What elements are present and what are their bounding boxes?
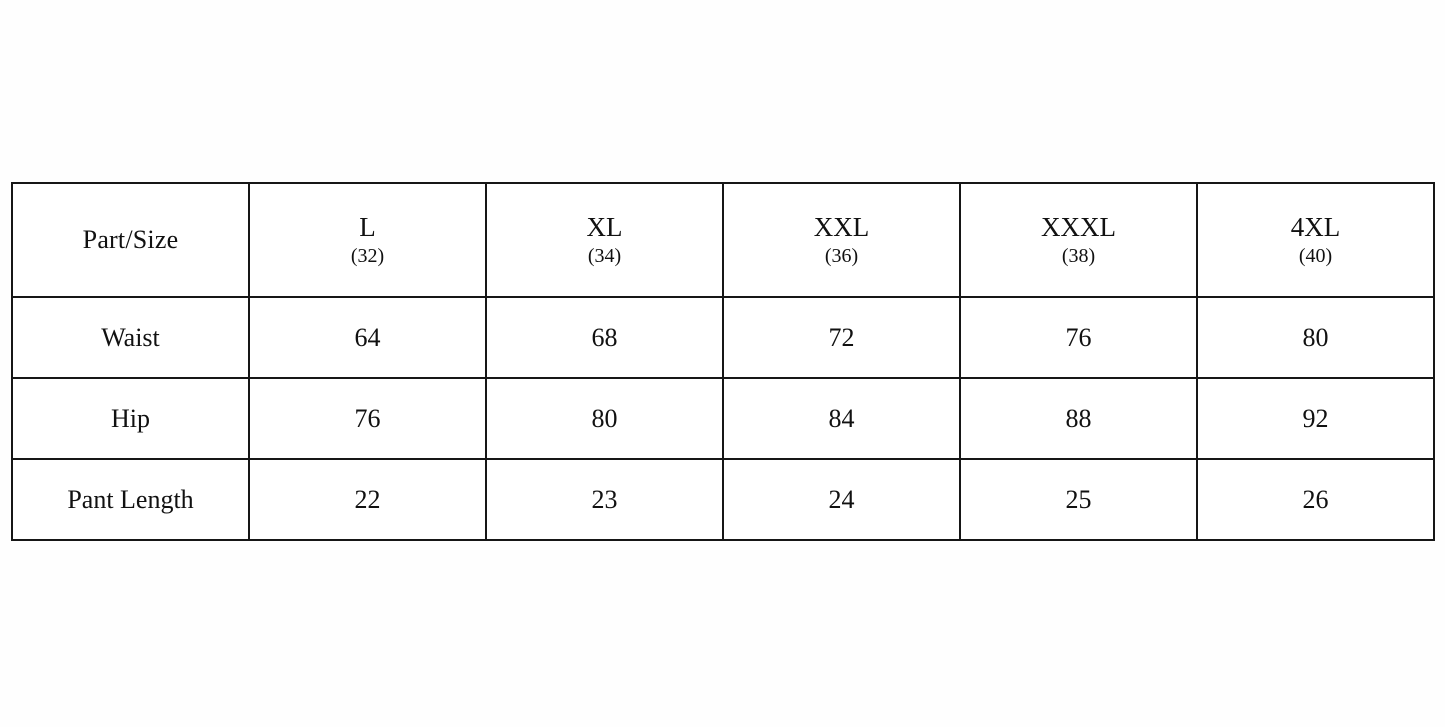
table-header-row: Part/Size L (32) XL (34) XXL (36) XXXL (… [11,182,1435,298]
row-label-cell: Waist [11,296,250,379]
value-cell: 92 [1196,377,1435,460]
value-cell: 23 [485,458,724,541]
value-cell: 68 [485,296,724,379]
cell-value: 68 [591,322,618,352]
cell-value: 84 [828,403,855,433]
header-cell-part-size: Part/Size [11,182,250,298]
cell-value: 64 [354,322,381,352]
size-label: XXL [813,212,870,242]
value-cell: 24 [722,458,961,541]
size-number: (40) [1298,245,1333,267]
size-label: L [359,212,376,242]
size-number: (34) [587,245,622,267]
value-cell: 88 [959,377,1198,460]
value-cell: 25 [959,458,1198,541]
row-label: Hip [111,403,150,433]
header-cell-size-xxl: XXL (36) [722,182,961,298]
cell-value: 23 [591,484,618,514]
value-cell: 26 [1196,458,1435,541]
cell-value: 24 [828,484,855,514]
header-cell-size-xxxl: XXXL (38) [959,182,1198,298]
row-label: Waist [101,322,160,352]
cell-value: 25 [1065,484,1092,514]
cell-value: 22 [354,484,381,514]
cell-value: 80 [591,403,618,433]
row-label-cell: Hip [11,377,250,460]
table-row-waist: Waist 64 68 72 76 80 [11,296,1435,379]
cell-value: 76 [354,403,381,433]
size-label: XL [586,212,623,242]
value-cell: 84 [722,377,961,460]
cell-value: 72 [828,322,855,352]
row-label-cell: Pant Length [11,458,250,541]
size-label: 4XL [1290,212,1341,242]
table-row-hip: Hip 76 80 84 88 92 [11,377,1435,460]
size-number: (36) [824,245,859,267]
size-chart-table: Part/Size L (32) XL (34) XXL (36) XXXL (… [11,182,1435,541]
value-cell: 72 [722,296,961,379]
corner-label: Part/Size [82,225,179,254]
header-cell-size-xl: XL (34) [485,182,724,298]
cell-value: 88 [1065,403,1092,433]
header-cell-size-4xl: 4XL (40) [1196,182,1435,298]
cell-value: 92 [1302,403,1329,433]
size-number: (32) [350,245,385,267]
row-label: Pant Length [67,484,194,514]
value-cell: 80 [1196,296,1435,379]
value-cell: 76 [248,377,487,460]
header-cell-size-l: L (32) [248,182,487,298]
cell-value: 76 [1065,322,1092,352]
value-cell: 22 [248,458,487,541]
value-cell: 64 [248,296,487,379]
value-cell: 80 [485,377,724,460]
cell-value: 80 [1302,322,1329,352]
table-row-pant-length: Pant Length 22 23 24 25 26 [11,458,1435,541]
size-label: XXXL [1041,212,1116,242]
size-number: (38) [1061,245,1096,267]
cell-value: 26 [1302,484,1329,514]
value-cell: 76 [959,296,1198,379]
